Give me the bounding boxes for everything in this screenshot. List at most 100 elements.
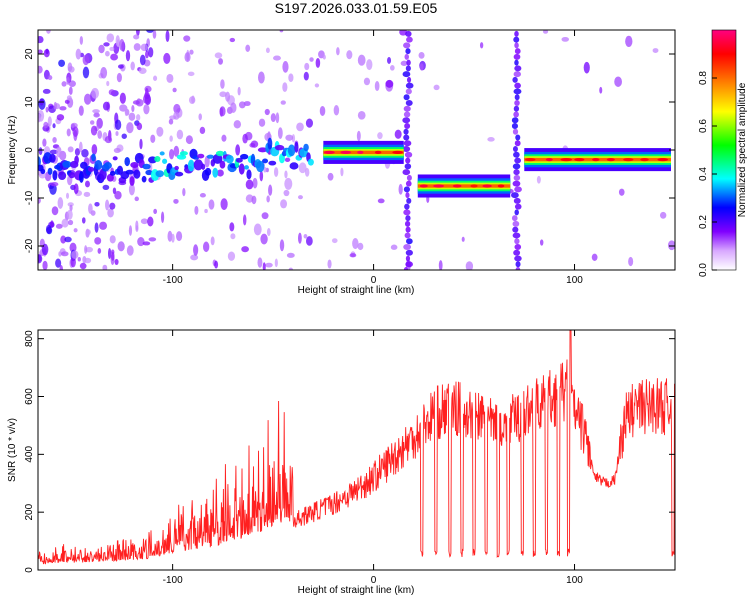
noise-speck: [285, 134, 294, 141]
ridge-blob: [124, 156, 131, 167]
y-tick-label: 10: [24, 96, 35, 108]
noise-speck: [304, 62, 310, 71]
snr-frame: [37, 329, 676, 571]
noise-speck: [163, 52, 171, 64]
noise-speck: [219, 106, 226, 117]
noise-speck: [64, 236, 72, 243]
ridge-blob: [193, 159, 204, 171]
y-tick-label: -10: [24, 190, 35, 205]
noise-speck: [189, 49, 194, 55]
ridge-blob: [154, 156, 161, 163]
noise-speck: [91, 144, 98, 155]
ridge-peak: [482, 184, 492, 188]
noise-speck: [43, 121, 49, 129]
burst-speck: [406, 76, 412, 83]
noise-speck: [111, 251, 115, 261]
colorbar-tick-label: 0.0: [698, 263, 709, 277]
noise-speck: [45, 224, 52, 234]
ridge-blob: [103, 161, 112, 170]
ridge-blob: [176, 154, 187, 160]
noise-speck: [103, 42, 110, 47]
noise-speck: [230, 233, 236, 240]
noise-speck: [156, 126, 164, 137]
noise-speck: [67, 62, 73, 72]
noise-speck: [208, 199, 215, 210]
noise-speck: [363, 77, 371, 86]
noise-speck: [282, 61, 289, 73]
noise-speck: [218, 58, 224, 65]
noise-speck: [214, 52, 223, 59]
ridge-blob: [303, 143, 309, 152]
noise-speck: [94, 237, 102, 245]
noise-speck: [349, 253, 357, 258]
noise-speck: [305, 118, 314, 128]
noise-speck: [173, 103, 181, 114]
noise-speck: [539, 239, 544, 246]
noise-speck: [139, 138, 143, 150]
noise-speck: [67, 219, 74, 226]
ridge-blob: [187, 159, 195, 172]
burst-speck: [514, 42, 519, 49]
noise-speck: [259, 170, 264, 182]
noise-speck: [140, 43, 148, 52]
burst-speck: [405, 82, 414, 89]
x-tick-label: -100: [163, 275, 183, 286]
noise-speck: [199, 193, 206, 198]
noise-speck: [204, 155, 210, 168]
noise-speck: [357, 110, 366, 120]
burst-speck: [512, 180, 521, 187]
noise-speck: [260, 233, 268, 245]
noise-speck: [266, 228, 271, 237]
noise-speck: [169, 135, 173, 142]
burst-speck: [514, 30, 519, 37]
ridge-peak: [606, 158, 615, 162]
noise-speck: [194, 205, 199, 215]
ridge-blob: [268, 160, 277, 166]
noise-speck: [279, 239, 285, 252]
burst-speck: [515, 134, 521, 141]
noise-speck: [74, 148, 81, 156]
colorbar: 0.0 0.2 0.4 0.6 0.8 Normalized spectral ampl…: [698, 29, 748, 277]
noise-speck: [625, 35, 633, 48]
burst-speck: [404, 232, 411, 239]
burst-speck: [405, 215, 411, 222]
ridge-blob: [246, 169, 252, 180]
x-tick-label: 100: [566, 575, 583, 586]
burst-speck: [405, 157, 411, 164]
noise-speck: [241, 246, 249, 253]
noise-speck: [61, 81, 67, 87]
burst-speck: [406, 238, 413, 245]
noise-speck: [277, 127, 283, 139]
burst-speck: [406, 174, 412, 181]
noise-speck: [51, 206, 59, 216]
noise-speck: [210, 236, 215, 246]
noise-speck: [125, 50, 131, 62]
noise-speck: [79, 262, 87, 270]
noise-speck: [88, 203, 93, 214]
ridge-blob: [262, 158, 269, 164]
noise-speck: [57, 197, 64, 209]
noise-speck: [150, 134, 156, 143]
noise-speck: [47, 116, 52, 127]
noise-speck: [258, 71, 265, 84]
ridge-blob: [267, 137, 273, 150]
spectrogram-marks: [38, 30, 675, 270]
ridge-blob: [206, 154, 215, 159]
ridge-blob: [74, 155, 79, 165]
ridge-blob: [212, 167, 219, 178]
noise-speck: [618, 188, 625, 196]
noise-speck: [199, 126, 206, 135]
noise-speck: [45, 106, 49, 113]
colorbar-label: Normalized spectral amplitude: [737, 82, 748, 217]
ridge-blob: [141, 175, 147, 183]
burst-speck: [406, 59, 411, 66]
ridge-peak: [497, 184, 505, 188]
noise-speck: [116, 72, 122, 83]
noise-speck: [117, 241, 125, 252]
noise-speck: [461, 236, 465, 242]
noise-speck: [131, 105, 135, 113]
x-tick-label: 0: [371, 275, 377, 286]
noise-speck: [261, 212, 269, 220]
noise-speck: [59, 106, 67, 111]
